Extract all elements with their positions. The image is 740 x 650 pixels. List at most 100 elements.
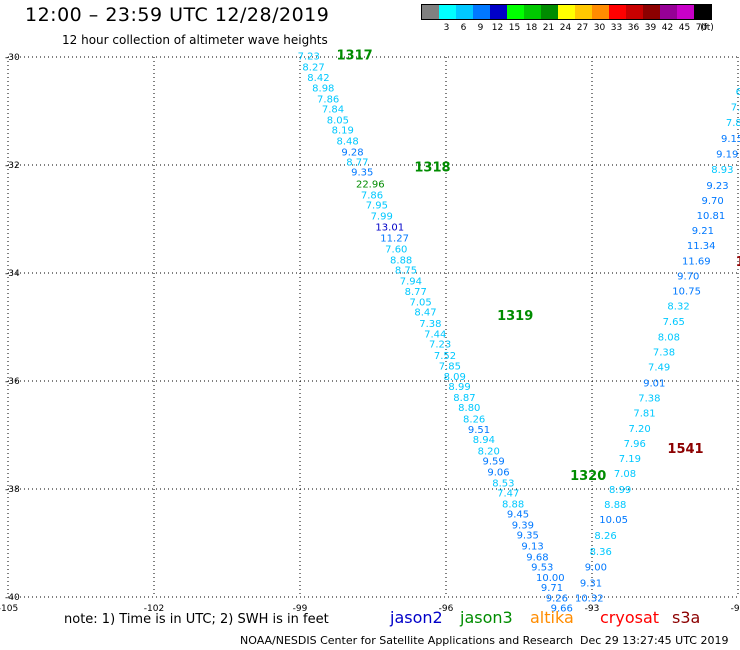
footer-timestamp: Dec 29 13:27:45 UTC 2019 [580, 634, 729, 647]
wave-height-value: 9.68 [526, 552, 548, 563]
wave-height-value: 8.77 [405, 287, 427, 298]
wave-height-value: 8.88 [502, 499, 524, 510]
legend-swatch [541, 5, 558, 19]
wave-height-value: 9.39 [512, 520, 534, 531]
wave-height-value: 10.00 [536, 573, 565, 584]
wave-height-value: 9.13 [521, 541, 543, 552]
wave-height-value: 8.08 [658, 333, 680, 344]
wave-height-value: 9.06 [487, 468, 509, 479]
wave-height-value: 8.98 [312, 84, 334, 95]
wave-height-value: 6.6 [736, 87, 740, 98]
legend-swatch [660, 5, 677, 19]
legend-label: 3 [443, 23, 450, 33]
pass-time-label: 1320 [570, 469, 606, 484]
wave-height-value: 7.65 [663, 317, 685, 328]
pass-time-label: 1318 [414, 160, 450, 175]
wave-height-value: 11.69 [682, 256, 711, 267]
wave-height-value: 9.26 [546, 593, 568, 604]
legend-swatch [524, 5, 541, 19]
legend-swatch [439, 5, 456, 19]
wave-height-value: 7.19 [619, 454, 641, 465]
satellite-jason2: jason2 [390, 608, 443, 627]
lon-tick-label: -102 [144, 604, 164, 614]
note-text: note: 1) Time is in UTC; 2) SWH is in fe… [64, 612, 329, 627]
lat-tick-label: -32 [5, 161, 20, 171]
wave-height-value: 8.88 [390, 255, 412, 266]
wave-height-value: 8.99 [448, 382, 470, 393]
wave-height-value: 7.95 [366, 201, 388, 212]
wave-height-value: 7.60 [385, 244, 407, 255]
wave-height-value: 8.88 [604, 500, 626, 511]
legend-label: 45 [678, 23, 691, 33]
wave-height-value: 8.20 [478, 446, 500, 457]
wave-height-value: 9.35 [351, 167, 373, 178]
legend-swatch [592, 5, 609, 19]
wave-height-value: 7.86 [361, 190, 383, 201]
legend-swatch [643, 5, 660, 19]
lon-tick-label: -93 [585, 604, 600, 614]
wave-height-value: 7.23 [298, 52, 320, 63]
wave-height-value: 9.70 [702, 196, 724, 207]
wave-height-value: 7.96 [624, 439, 646, 450]
legend-label: 30 [593, 23, 606, 33]
legend-swatch [626, 5, 643, 19]
legend-label: 21 [542, 23, 555, 33]
wave-height-value: 8.36 [590, 547, 612, 558]
wave-height-value: 7.79 [731, 102, 740, 113]
wave-height-value: 13.01 [375, 222, 404, 233]
satellite-jason3: jason3 [460, 608, 513, 627]
wave-height-value: 8.87 [453, 393, 475, 404]
wave-height-value: 10.75 [672, 287, 701, 298]
wave-height-value: 7.94 [400, 276, 422, 287]
wave-height-value: 9.15 [721, 134, 740, 145]
lat-tick-label: -30 [5, 53, 20, 63]
legend-swatch [677, 5, 694, 19]
wave-height-value: 9.71 [541, 583, 563, 594]
wave-height-value: 9.31 [580, 579, 602, 590]
wave-height-value: 8.19 [332, 126, 354, 137]
wave-height-value: 9.66 [551, 604, 573, 615]
wave-height-value: 9.21 [692, 226, 714, 237]
wave-height-value: 9.59 [483, 457, 505, 468]
wave-height-value: 8.09 [444, 372, 466, 383]
wave-height-value: 7.20 [629, 424, 651, 435]
wave-height-value: 9.51 [468, 425, 490, 436]
legend-swatch [609, 5, 626, 19]
wave-height-value: 10.32 [575, 593, 604, 604]
wave-height-value: 7.05 [410, 297, 432, 308]
wave-height-value: 7.81 [633, 409, 655, 420]
wave-height-value: 8.94 [473, 435, 495, 446]
legend-label: 33 [610, 23, 623, 33]
wave-height-value: 8.48 [337, 136, 359, 147]
legend-label: 70 [695, 23, 708, 33]
footer-credit: NOAA/NESDIS Center for Satellite Applica… [240, 634, 574, 647]
wave-height-value: 7.38 [638, 394, 660, 405]
legend-label: 36 [627, 23, 640, 33]
wave-height-value: 8.75 [395, 266, 417, 277]
legend-swatches [421, 4, 712, 20]
legend-label: 39 [644, 23, 657, 33]
legend-swatch [422, 5, 439, 19]
pass-time-label: 1319 [497, 309, 533, 324]
wave-height-value: 8.42 [307, 73, 329, 84]
legend-swatch [507, 5, 524, 19]
wave-height-value: 8.32 [667, 302, 689, 313]
pass-time-label: 1317 [337, 49, 373, 64]
wave-height-value: 9.28 [341, 147, 363, 158]
legend-swatch [473, 5, 490, 19]
color-legend: 3 6 9 12 15 18 21 24 27 30 33 36 39 42 45 70 (ft) [421, 4, 714, 33]
legend-swatch [575, 5, 592, 19]
wave-height-value: 7.38 [419, 319, 441, 330]
legend-swatch [694, 5, 711, 19]
wave-height-value: 9.35 [517, 531, 539, 542]
wave-height-value: 10.05 [599, 515, 628, 526]
lat-tick-label: -38 [5, 485, 20, 495]
legend-unit: (ft) [700, 23, 714, 33]
wave-height-value: 7.44 [424, 329, 446, 340]
lat-tick-label: -40 [5, 593, 20, 603]
legend-label: 6 [460, 23, 467, 33]
wave-height-value: 8.27 [302, 63, 324, 74]
wave-height-value: 7.08 [614, 469, 636, 480]
